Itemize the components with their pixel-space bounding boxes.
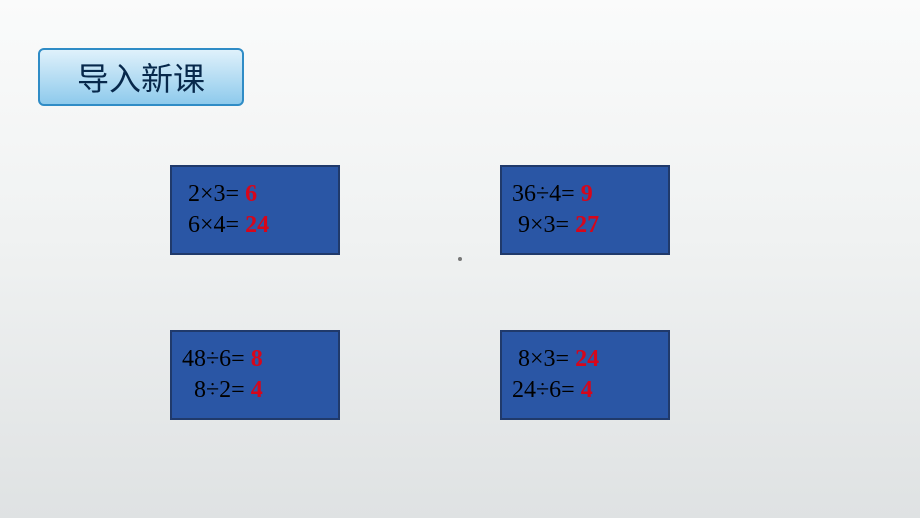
equation-line: 6×4= 24 [182,210,338,241]
equation-answer: 8 [251,346,263,372]
equation-lhs: 9×3= [512,212,575,238]
title-button: 导入新课 [38,48,244,106]
math-box-box3: 48÷6= 8 8÷2= 4 [170,330,340,420]
title-text: 导入新课 [77,61,205,97]
equation-lhs: 24÷6= [512,377,581,403]
equation-answer: 4 [581,377,593,403]
equation-answer: 6 [245,181,257,207]
equation-line: 48÷6= 8 [182,344,338,375]
equation-lhs: 2×3= [182,181,245,207]
equation-answer: 9 [581,181,593,207]
equation-line: 2×3= 6 [182,179,338,210]
math-box-box1: 2×3= 6 6×4= 24 [170,165,340,255]
equation-answer: 24 [245,212,269,238]
equation-answer: 4 [251,377,263,403]
equation-line: 36÷4= 9 [512,179,668,210]
equation-lhs: 8÷2= [182,377,251,403]
equation-lhs: 8×3= [512,346,575,372]
equation-line: 24÷6= 4 [512,375,668,406]
equation-line: 8×3= 24 [512,344,668,375]
math-box-box2: 36÷4= 9 9×3= 27 [500,165,670,255]
equation-answer: 27 [575,212,599,238]
center-marker [458,257,462,261]
equation-lhs: 36÷4= [512,181,581,207]
math-box-box4: 8×3= 2424÷6= 4 [500,330,670,420]
equation-line: 9×3= 27 [512,210,668,241]
equation-lhs: 6×4= [182,212,245,238]
equation-line: 8÷2= 4 [182,375,338,406]
equation-lhs: 48÷6= [182,346,251,372]
equation-answer: 24 [575,346,599,372]
